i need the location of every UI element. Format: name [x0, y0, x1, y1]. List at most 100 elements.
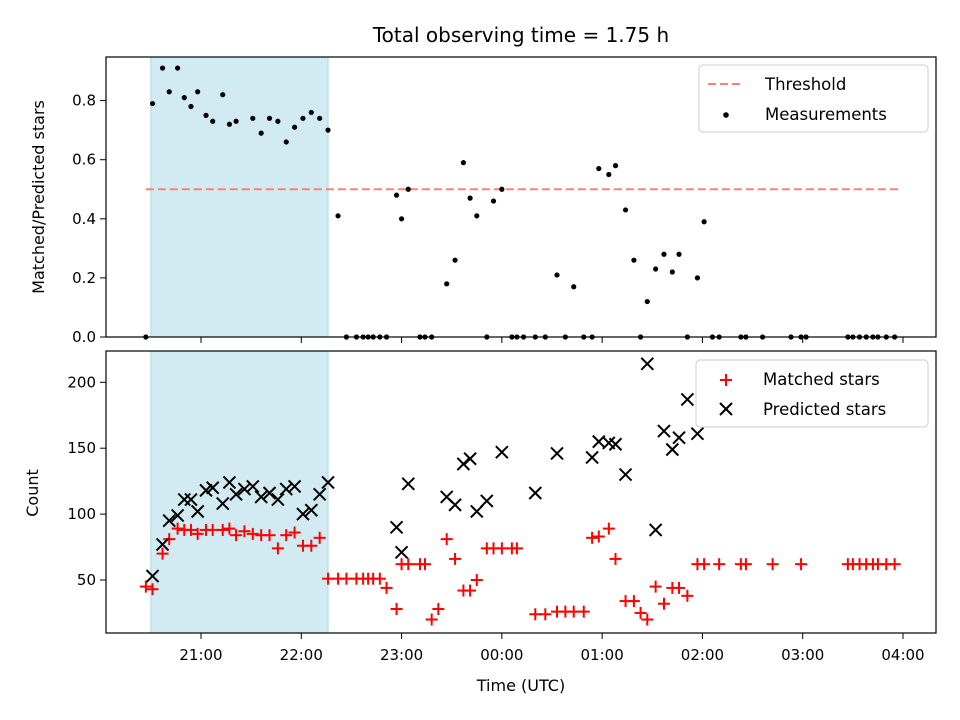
- bottom-y-axis-label: Count: [23, 469, 42, 517]
- measurement-point: [631, 257, 637, 263]
- measurement-point: [405, 186, 411, 192]
- measurement-point: [292, 124, 298, 130]
- measurement-point: [490, 198, 497, 204]
- measurement-point: [283, 139, 289, 145]
- x-b: [237, 482, 252, 496]
- predicted-star-point: [640, 357, 654, 371]
- bottom-y-tick-label: 100: [67, 505, 96, 523]
- x-b: [672, 430, 686, 445]
- x-b: [321, 475, 335, 490]
- measurement-point: [300, 115, 306, 121]
- bottom-panel: 50 100 150 200 21:00 22:00 23:00 00:00 01:00 02:…: [23, 350, 937, 695]
- matched-star-point: [418, 558, 431, 571]
- matched-star-point: [380, 581, 393, 594]
- matched-star-point: [681, 589, 694, 602]
- x-b: [155, 537, 170, 552]
- legend-threshold-label: Threshold: [764, 75, 846, 94]
- predicted-star-point: [528, 486, 542, 500]
- x-b: [690, 426, 705, 441]
- x-b: [640, 357, 654, 371]
- matched-star-point: [649, 580, 662, 593]
- matched-star-point: [238, 525, 251, 538]
- measurement-point: [644, 298, 650, 305]
- predicted-star-point: [480, 494, 494, 508]
- x-b: [254, 490, 268, 504]
- x-tick-label: 04:00: [881, 646, 924, 664]
- x-b: [401, 477, 415, 491]
- matched-star-point: [139, 580, 152, 593]
- legend-matched-swatch: [720, 374, 732, 386]
- matched-star-point: [449, 552, 462, 565]
- measurement-point: [325, 127, 331, 133]
- top-y-tick-label: 0.8: [72, 92, 96, 110]
- predicted-star-point: [145, 569, 160, 583]
- x-tick-label: 22:00: [280, 646, 323, 664]
- top-legend: Threshold Measurements: [698, 64, 929, 133]
- x-b: [528, 486, 542, 500]
- x-b: [389, 520, 404, 534]
- measurement-point: [460, 160, 467, 166]
- predicted-star-point: [672, 430, 686, 445]
- bottom-legend: Matched stars Predicted stars: [695, 359, 929, 428]
- measurement-point: [653, 266, 659, 272]
- measurement-point: [393, 192, 400, 198]
- matched-star-point: [567, 605, 580, 618]
- matched-star-point: [592, 530, 605, 543]
- measurement-point: [701, 219, 707, 225]
- x-b: [480, 494, 494, 508]
- measurement-point: [275, 118, 281, 124]
- matched-star-point: [795, 558, 808, 571]
- measurement-point: [335, 213, 341, 219]
- matched-star-point: [586, 531, 599, 544]
- legend-predicted-label: Predicted stars: [763, 400, 886, 419]
- measurement-point: [210, 118, 216, 124]
- matched-star-point: [577, 605, 590, 618]
- predicted-star-point: [229, 487, 243, 502]
- top-panel: Total observing time = 1.75 h 0.00.20.40…: [29, 23, 937, 346]
- x-b: [618, 467, 633, 482]
- matched-star-point: [698, 558, 711, 571]
- matched-star-point: [739, 558, 752, 571]
- matched-star-point: [390, 602, 403, 615]
- top-y-tick-label: 0.4: [72, 210, 96, 228]
- measurement-point: [452, 257, 458, 263]
- x-b: [585, 450, 599, 465]
- legend-measurements-label: Measurements: [765, 105, 887, 124]
- matched-star-point: [602, 522, 615, 535]
- x-tick-label: 02:00: [681, 646, 724, 664]
- matched-star-point: [246, 527, 259, 540]
- x-tick-label: 23:00: [380, 646, 423, 664]
- predicted-star-point: [321, 475, 335, 490]
- legend-measurements-swatch: [723, 112, 729, 118]
- measurement-point: [661, 251, 667, 257]
- x-b: [550, 446, 564, 461]
- matched-star-point: [373, 572, 386, 585]
- matched-star-point: [146, 583, 159, 596]
- measurement-point: [233, 118, 239, 124]
- predicted-star-point: [296, 507, 310, 521]
- matched-star-point: [305, 539, 318, 552]
- x-b: [665, 442, 680, 457]
- predicted-star-point: [394, 545, 409, 560]
- matched-star-point: [464, 584, 477, 597]
- x-tick-label: 00:00: [480, 646, 523, 664]
- matched-star-point: [634, 606, 647, 619]
- x-b: [216, 496, 230, 511]
- measurement-point: [166, 89, 172, 95]
- bottom-y-tick-label: 150: [67, 439, 96, 457]
- bottom-legend-box: [695, 359, 929, 428]
- bottom-y-tick-label: 200: [67, 373, 96, 391]
- top-x-axis: [200, 337, 904, 343]
- predicted-star-point: [237, 482, 252, 496]
- predicted-star-point: [279, 482, 293, 496]
- matched-star-point: [529, 608, 542, 621]
- predicted-star-point: [312, 487, 327, 502]
- matched-star-point: [340, 572, 353, 585]
- predicted-star-point: [657, 424, 671, 438]
- measurement-point: [612, 163, 619, 169]
- measurement-point: [554, 272, 560, 278]
- x-b: [222, 475, 237, 490]
- matched-star-point: [191, 527, 204, 540]
- x-b: [602, 436, 616, 450]
- top-y-axis-label: Matched/Predicted stars: [29, 100, 48, 294]
